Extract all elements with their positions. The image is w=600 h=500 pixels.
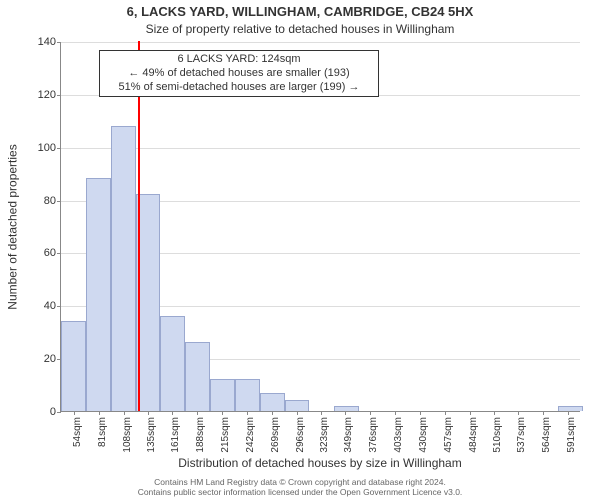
x-tick bbox=[345, 411, 346, 415]
x-tick-label: 215sqm bbox=[220, 417, 231, 453]
x-tick-label: 510sqm bbox=[492, 417, 503, 453]
x-tick-label: 591sqm bbox=[566, 417, 577, 453]
x-axis-label: Distribution of detached houses by size … bbox=[60, 456, 580, 470]
y-tick-label: 100 bbox=[16, 142, 56, 154]
x-tick bbox=[124, 411, 125, 415]
x-tick bbox=[222, 411, 223, 415]
annotation-box: 6 LACKS YARD: 124sqm← 49% of detached ho… bbox=[99, 50, 379, 97]
histogram-bar bbox=[260, 393, 285, 412]
x-tick bbox=[74, 411, 75, 415]
x-tick bbox=[297, 411, 298, 415]
x-tick bbox=[395, 411, 396, 415]
x-tick bbox=[172, 411, 173, 415]
x-tick-label: 484sqm bbox=[468, 417, 479, 453]
histogram-bar bbox=[235, 379, 260, 411]
histogram-bar bbox=[86, 178, 111, 411]
y-tick bbox=[57, 306, 61, 307]
x-tick bbox=[518, 411, 519, 415]
histogram-bar bbox=[61, 321, 86, 411]
histogram-bar bbox=[111, 126, 136, 411]
histogram-bar bbox=[334, 406, 359, 411]
y-tick bbox=[57, 412, 61, 413]
y-tick bbox=[57, 42, 61, 43]
x-tick-label: 564sqm bbox=[541, 417, 552, 453]
x-tick-label: 242sqm bbox=[245, 417, 256, 453]
footer-line-2: Contains public sector information licen… bbox=[0, 488, 600, 498]
x-tick bbox=[148, 411, 149, 415]
x-tick bbox=[494, 411, 495, 415]
annotation-line: ← 49% of detached houses are smaller (19… bbox=[106, 67, 372, 81]
x-tick bbox=[470, 411, 471, 415]
x-tick-label: 349sqm bbox=[343, 417, 354, 453]
chart-container: 6, LACKS YARD, WILLINGHAM, CAMBRIDGE, CB… bbox=[0, 0, 600, 500]
y-tick bbox=[57, 148, 61, 149]
y-tick bbox=[57, 95, 61, 96]
x-tick-label: 135sqm bbox=[146, 417, 157, 453]
y-tick-label: 40 bbox=[16, 300, 56, 312]
x-tick bbox=[568, 411, 569, 415]
x-tick-label: 54sqm bbox=[72, 417, 83, 447]
x-tick-label: 108sqm bbox=[122, 417, 133, 453]
y-tick-label: 60 bbox=[16, 247, 56, 259]
y-tick-label: 80 bbox=[16, 195, 56, 207]
x-tick-label: 188sqm bbox=[195, 417, 206, 453]
x-tick-label: 161sqm bbox=[170, 417, 181, 453]
title-subtitle: Size of property relative to detached ho… bbox=[0, 22, 600, 36]
title-main: 6, LACKS YARD, WILLINGHAM, CAMBRIDGE, CB… bbox=[0, 4, 600, 19]
y-tick bbox=[57, 253, 61, 254]
x-tick bbox=[445, 411, 446, 415]
y-tick-label: 0 bbox=[16, 406, 56, 418]
footer: Contains HM Land Registry data © Crown c… bbox=[0, 478, 600, 498]
x-tick bbox=[197, 411, 198, 415]
x-tick-label: 376sqm bbox=[368, 417, 379, 453]
histogram-bar bbox=[185, 342, 210, 411]
x-tick bbox=[99, 411, 100, 415]
x-tick bbox=[247, 411, 248, 415]
histogram-bar bbox=[558, 406, 583, 411]
annotation-line: 6 LACKS YARD: 124sqm bbox=[106, 53, 372, 67]
y-axis-label-text: Number of detached properties bbox=[6, 144, 20, 309]
x-tick bbox=[543, 411, 544, 415]
x-tick-label: 430sqm bbox=[418, 417, 429, 453]
y-tick-label: 120 bbox=[16, 89, 56, 101]
x-tick-label: 457sqm bbox=[443, 417, 454, 453]
y-tick bbox=[57, 201, 61, 202]
annotation-line: 51% of semi-detached houses are larger (… bbox=[106, 81, 372, 95]
x-tick-label: 323sqm bbox=[319, 417, 330, 453]
histogram-bar bbox=[210, 379, 235, 411]
x-tick bbox=[420, 411, 421, 415]
x-tick bbox=[272, 411, 273, 415]
histogram-bar bbox=[160, 316, 185, 411]
x-tick-label: 81sqm bbox=[97, 417, 108, 447]
x-tick-label: 537sqm bbox=[516, 417, 527, 453]
x-tick-label: 269sqm bbox=[270, 417, 281, 453]
plot-area: 54sqm81sqm108sqm135sqm161sqm188sqm215sqm… bbox=[60, 42, 580, 412]
x-tick bbox=[321, 411, 322, 415]
x-tick bbox=[370, 411, 371, 415]
histogram-bar bbox=[285, 400, 310, 411]
y-tick-label: 140 bbox=[16, 36, 56, 48]
x-tick-label: 403sqm bbox=[393, 417, 404, 453]
y-tick-label: 20 bbox=[16, 353, 56, 365]
x-tick-label: 296sqm bbox=[295, 417, 306, 453]
